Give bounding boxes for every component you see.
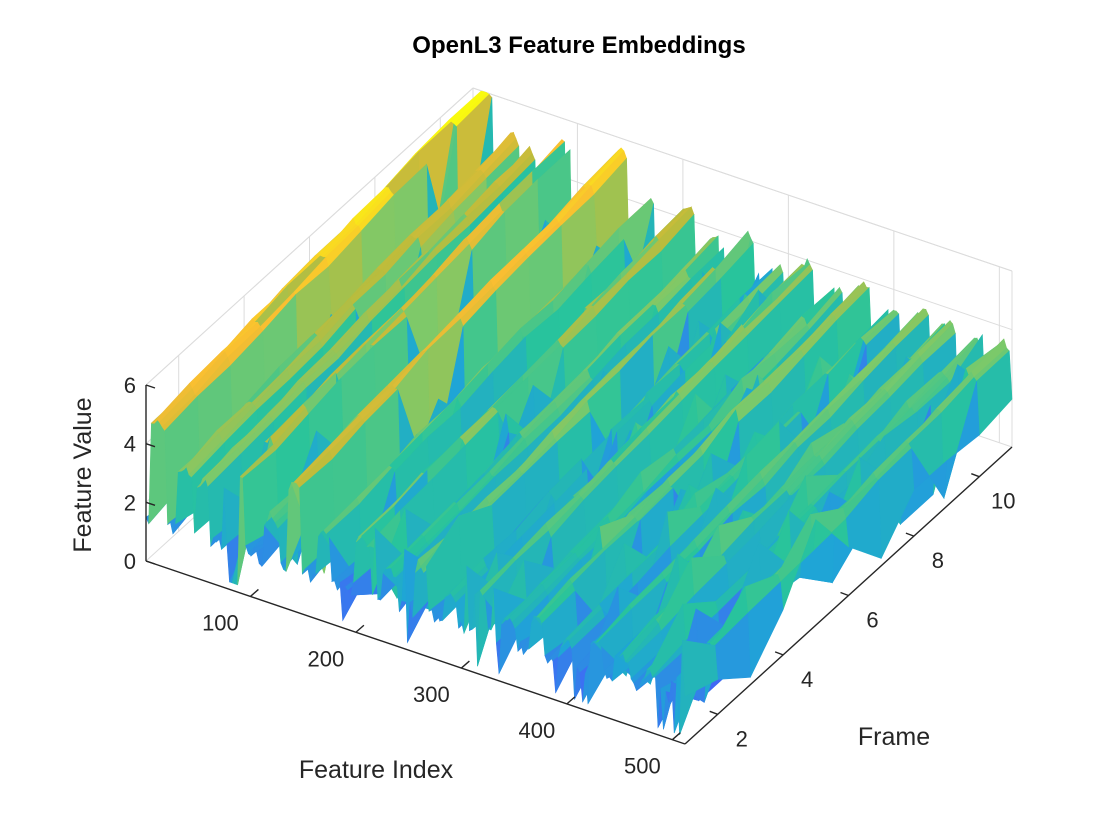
y-tick-label: 8 — [932, 548, 944, 573]
x-tick-label: 500 — [624, 754, 661, 779]
x-tick — [249, 588, 259, 597]
surface-patch — [681, 640, 719, 697]
y-tick — [905, 532, 915, 537]
x-tick — [355, 624, 365, 633]
z-tick-label: 2 — [124, 490, 136, 515]
x-tick — [566, 696, 576, 705]
box-edge — [145, 87, 474, 386]
z-tick — [145, 443, 156, 448]
z-tick-label: 4 — [124, 432, 136, 457]
chart-title: OpenL3 Feature Embeddings — [412, 32, 745, 59]
x-tick-label: 200 — [308, 646, 345, 671]
z-tick-label: 6 — [124, 373, 136, 398]
z-axis-label: Feature Value — [69, 397, 97, 552]
z-tick-label: 0 — [124, 549, 136, 574]
x-tick — [671, 732, 681, 741]
y-tick-label: 2 — [736, 726, 748, 751]
x-tick — [460, 660, 470, 669]
y-tick — [971, 473, 980, 478]
x-axis-label: Feature Index — [299, 756, 454, 784]
z-tick — [145, 384, 156, 389]
y-axis-label: Frame — [858, 723, 930, 751]
x-tick-label: 300 — [413, 682, 450, 707]
y-tick-label: 10 — [991, 489, 1015, 514]
y-tick — [709, 710, 718, 715]
y-tick — [840, 591, 849, 597]
z-tick — [145, 501, 156, 506]
x-tick-label: 400 — [519, 718, 556, 743]
surface-mesh — [145, 90, 1013, 735]
x-tick-label: 100 — [202, 610, 239, 635]
box-edge — [472, 87, 1013, 272]
y-tick — [774, 651, 784, 656]
y-tick-label: 6 — [866, 608, 878, 633]
z-tick — [145, 560, 156, 565]
x-axis-line — [145, 560, 686, 745]
y-tick-label: 4 — [801, 667, 813, 692]
